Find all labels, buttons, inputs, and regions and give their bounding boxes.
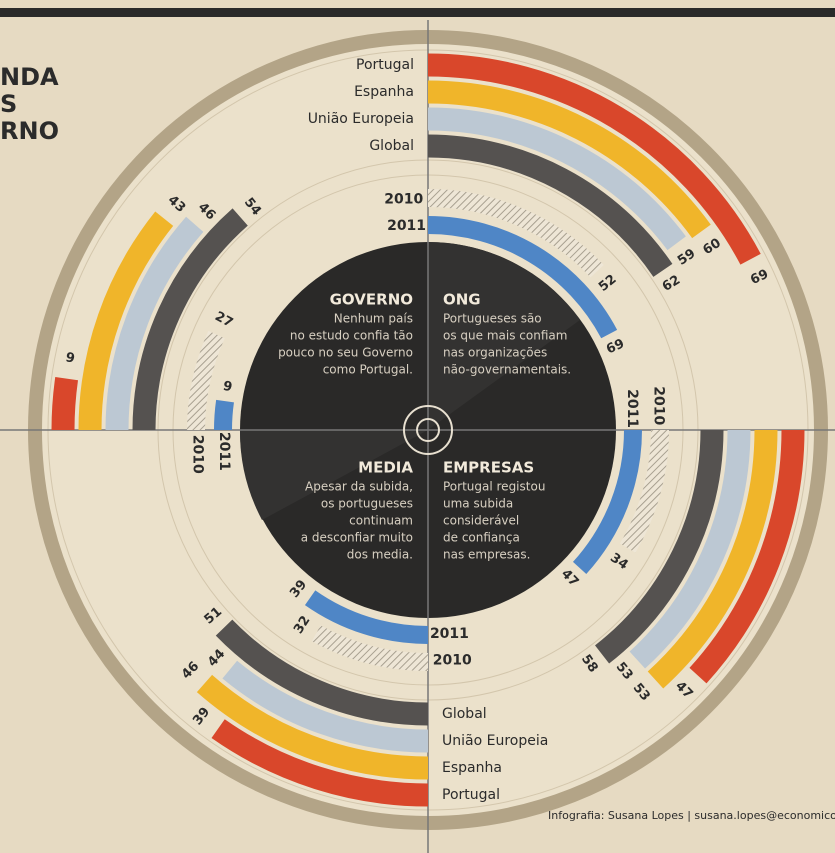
year-label: 2010: [651, 386, 667, 425]
quadrant-text: considerável: [443, 514, 519, 528]
quadrant-text: como Portugal.: [323, 363, 413, 377]
quadrant-text: os que mais confiam: [443, 329, 567, 343]
legend-label: Espanha: [354, 84, 414, 100]
quadrant-text: não-governamentais.: [443, 363, 571, 377]
quadrant-text: uma subida: [443, 497, 513, 511]
legend-label: União Europeia: [442, 733, 548, 749]
legend-label: União Europeia: [308, 111, 414, 127]
top-rule: [0, 8, 835, 17]
quadrant-text: pouco no seu Governo: [278, 346, 413, 360]
quadrant-title: MEDIA: [358, 459, 413, 477]
year-label: 2011: [216, 432, 232, 471]
bar: [63, 379, 67, 430]
year-label: 2011: [430, 626, 469, 642]
quadrant-text: continuam: [349, 514, 413, 528]
quadrant-text: a desconfiar muito: [301, 531, 413, 545]
quadrant-title: EMPRESAS: [443, 459, 534, 477]
legend-label: Global: [369, 138, 414, 154]
quadrant-text: Apesar da subida,: [305, 480, 413, 494]
year-label: 2011: [387, 218, 426, 234]
legend-label: Espanha: [442, 760, 502, 776]
quadrant-title: GOVERNO: [330, 291, 413, 309]
quadrant-text: no estudo confia tão: [290, 329, 413, 343]
year-label: 2010: [433, 653, 472, 669]
quadrant-text: nas empresas.: [443, 548, 530, 562]
quadrant-title: ONG: [443, 291, 481, 309]
credit: Infografia: Susana Lopes | susana.lopes@…: [548, 809, 835, 822]
headline: S: [0, 90, 17, 118]
headline: RNO: [0, 117, 59, 145]
quadrant-text: Nenhum país: [334, 312, 413, 326]
legend-label: Global: [442, 706, 487, 722]
quadrant-text: de confiança: [443, 531, 520, 545]
infographic: NDA S RNO Infografia: Susana Lopes | sus…: [0, 0, 835, 853]
year-bar: [223, 401, 225, 430]
quadrant-text: nas organizações: [443, 346, 547, 360]
year-label: 2011: [624, 389, 640, 428]
year-label: 2010: [384, 191, 423, 207]
quadrant-text: Portugueses são: [443, 312, 542, 326]
legend-label: Portugal: [356, 57, 414, 73]
headline: NDA: [0, 63, 59, 91]
legend-label: Portugal: [442, 787, 500, 803]
quadrant-text: dos media.: [347, 548, 413, 562]
quadrant-text: Portugal registou: [443, 480, 545, 494]
quadrant-text: os portugueses: [321, 497, 413, 511]
year-label: 2010: [189, 435, 205, 474]
